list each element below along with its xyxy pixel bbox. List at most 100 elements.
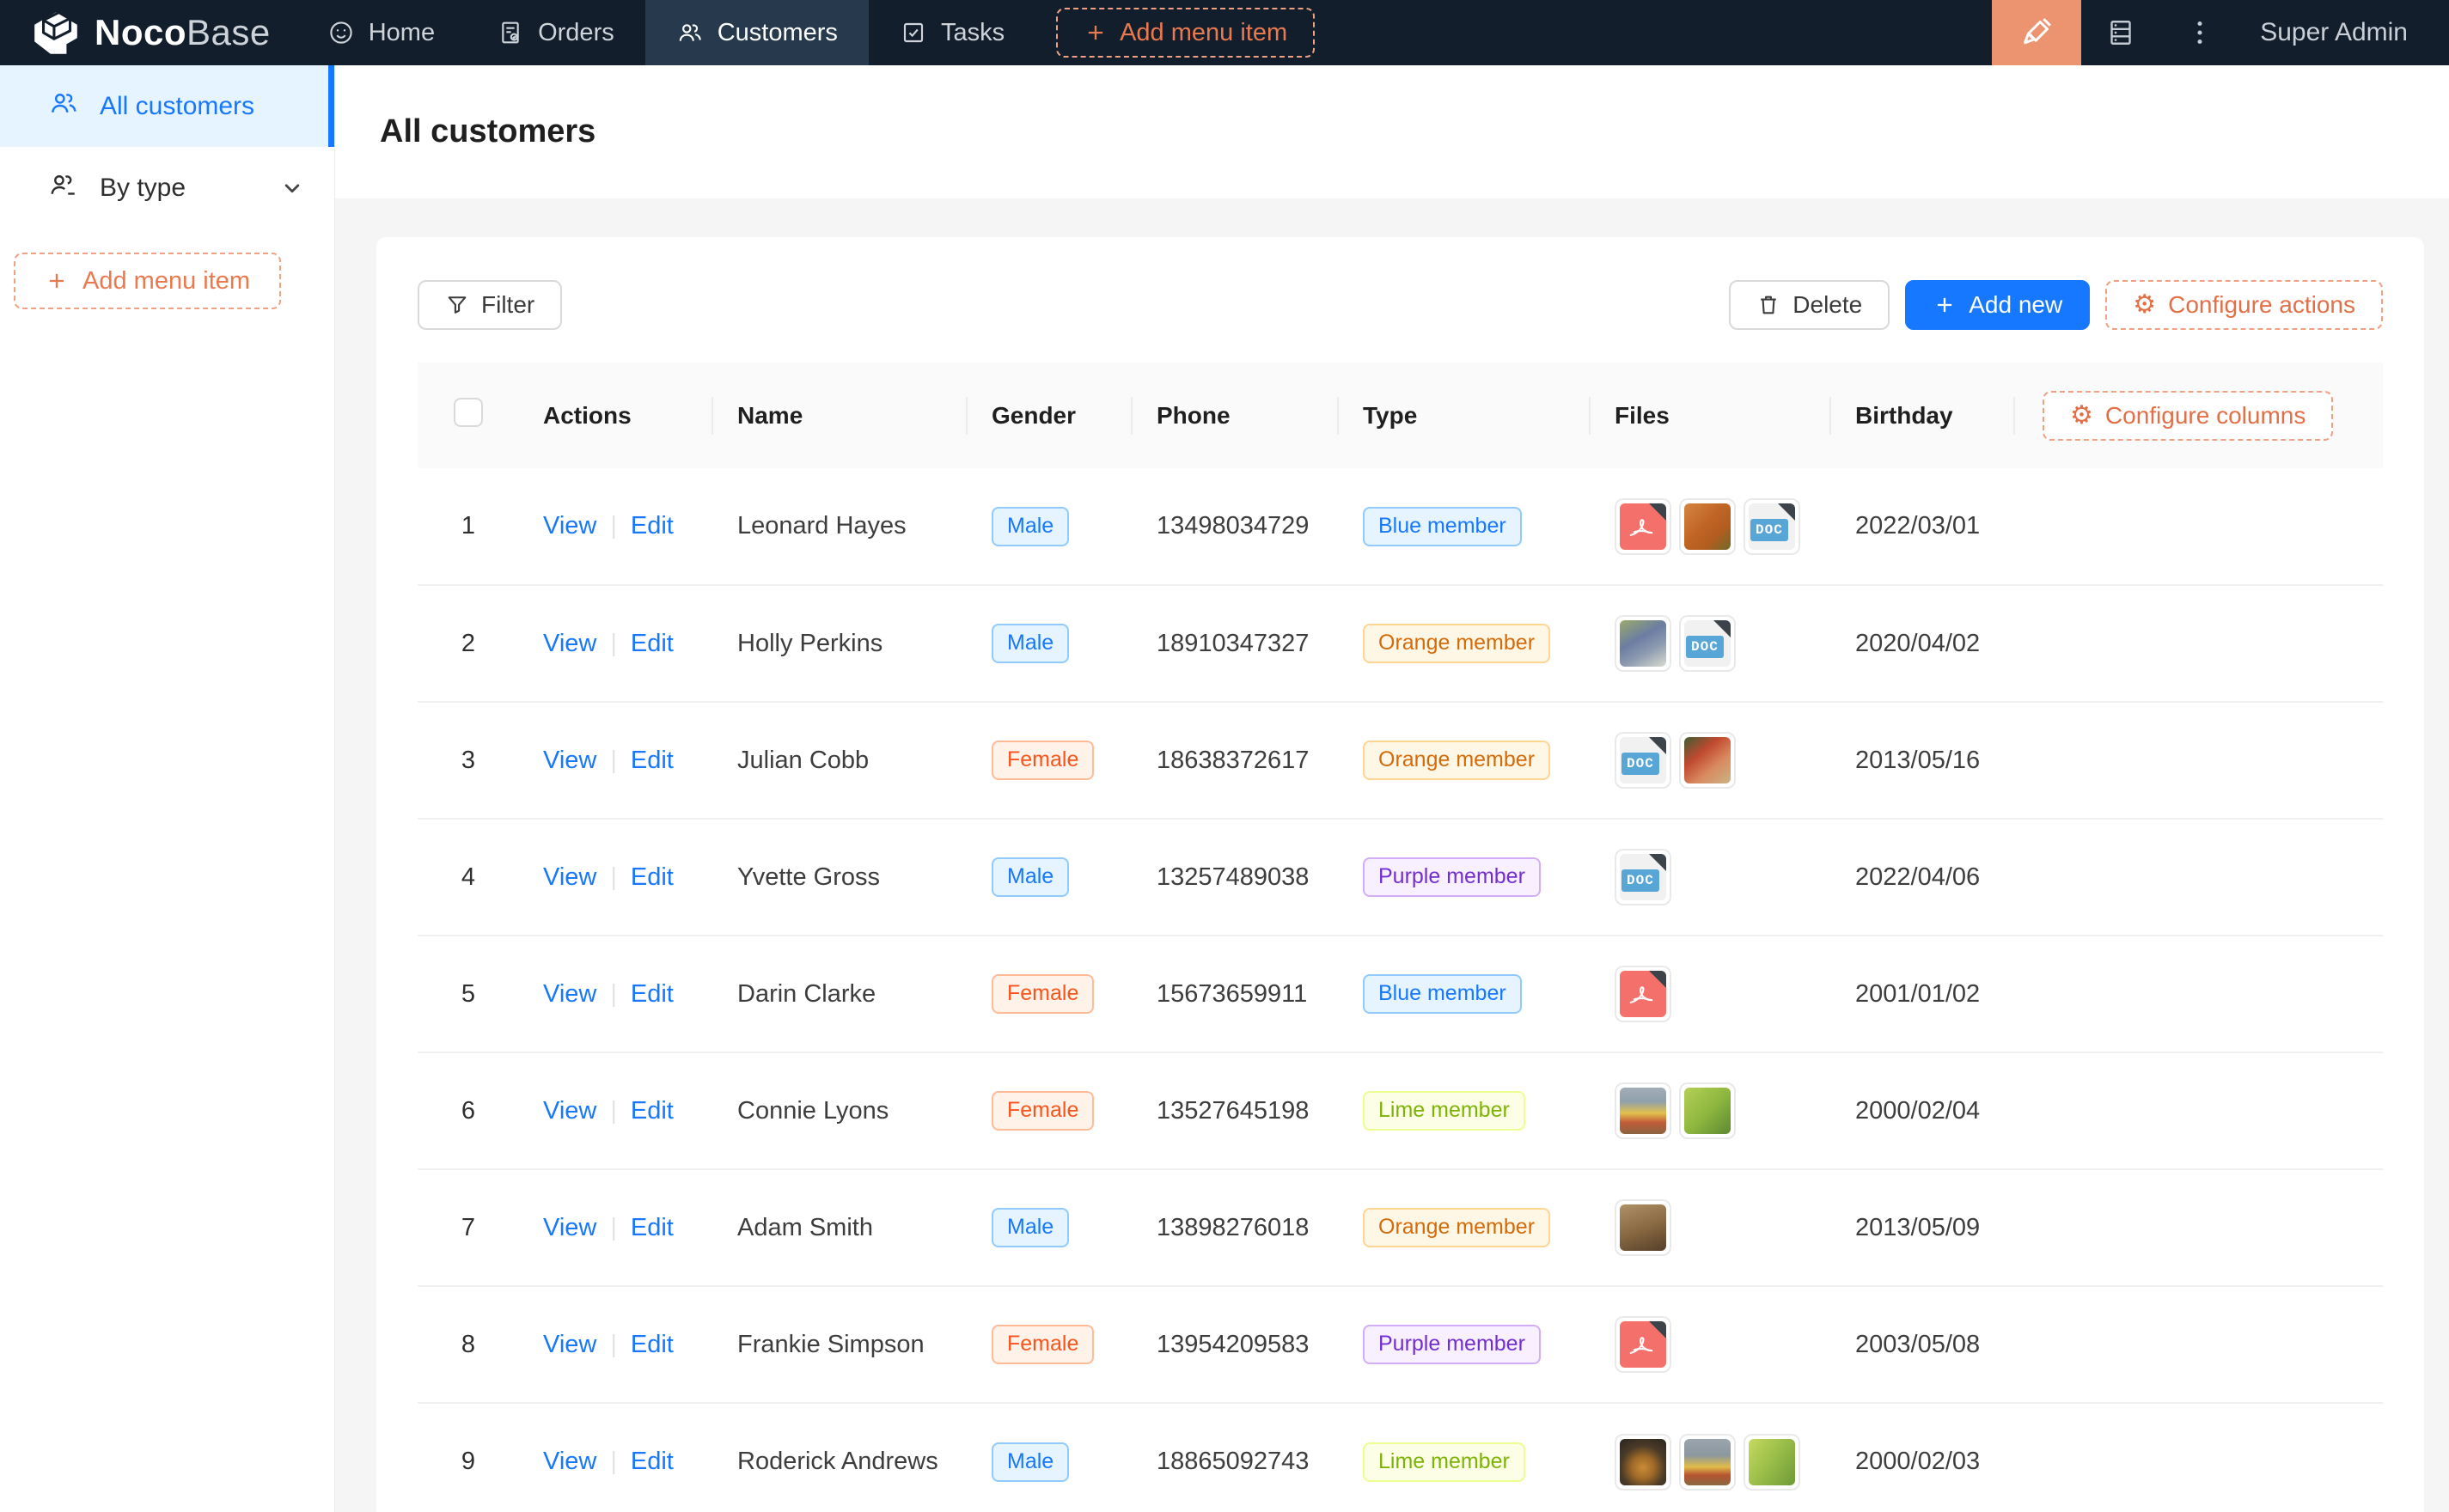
view-link[interactable]: View (543, 1213, 597, 1241)
doc-icon: DOC (1620, 737, 1666, 783)
gender-tag: Male (992, 624, 1070, 663)
phone-cell: 13954209583 (1133, 1285, 1339, 1403)
row-actions-cell: View | Edit (519, 701, 713, 819)
doc-file-chip[interactable]: DOC (1615, 849, 1671, 905)
gear-icon: ⚙ (2133, 290, 2157, 319)
gender-tag: Female (992, 1325, 1095, 1364)
sidebar-item-label: By type (100, 173, 186, 202)
view-link[interactable]: View (543, 629, 597, 657)
delete-button[interactable]: Delete (1729, 280, 1890, 330)
table-row: 8 View | Edit Frankie Simpson Female 139542095… (418, 1285, 2383, 1403)
sidebar-menu: All customers By type (0, 65, 334, 229)
nav-item-orders[interactable]: Orders (466, 0, 645, 65)
pdf-file-chip[interactable] (1615, 1316, 1671, 1373)
phone-cell: 18638372617 (1133, 701, 1339, 819)
doc-icon: DOC (1749, 503, 1795, 550)
image-attachment-thumbnail[interactable] (1679, 497, 1736, 555)
thumbnail-outdoor-people (1620, 620, 1666, 667)
birthday-cell: 2003/05/08 (1831, 1285, 2015, 1403)
sidebar-add-menu-item-button[interactable]: Add menu item (14, 253, 282, 309)
configure-columns-button[interactable]: ⚙ Configure columns (2043, 390, 2334, 441)
navbar-right: Super Admin (1992, 0, 2449, 65)
image-attachment-thumbnail[interactable] (1615, 1433, 1671, 1491)
pdf-icon (1620, 971, 1666, 1017)
image-attachment-thumbnail[interactable] (1615, 615, 1671, 672)
add-new-button[interactable]: Add new (1905, 280, 2091, 330)
toolbar-right: Delete Add new ⚙ Configure actions (1729, 280, 2383, 330)
edit-link[interactable]: Edit (630, 863, 674, 891)
row-index-cell: 4 (418, 818, 519, 936)
view-link[interactable]: View (543, 1448, 597, 1475)
gender-tag: Male (992, 857, 1070, 897)
view-link[interactable]: View (543, 1096, 597, 1125)
doc-file-chip[interactable]: DOC (1744, 497, 1800, 555)
image-attachment-thumbnail[interactable] (1744, 1433, 1800, 1491)
image-attachment-thumbnail[interactable] (1615, 1199, 1671, 1256)
edit-link[interactable]: Edit (630, 512, 674, 540)
edit-link[interactable]: Edit (630, 746, 674, 774)
table-row: 3 View | Edit Julian Cobb Female 18638372617 Or… (418, 701, 2383, 819)
edit-link[interactable]: Edit (630, 979, 674, 1008)
view-link[interactable]: View (543, 1330, 597, 1358)
image-attachment-thumbnail[interactable] (1679, 732, 1736, 789)
type-cell: Purple member (1339, 1285, 1591, 1403)
name-cell: Frankie Simpson (713, 1285, 968, 1403)
link-separator: | (610, 1096, 617, 1125)
birthday-cell: 2022/03/01 (1831, 468, 2015, 585)
nav-item-customers[interactable]: Customers (644, 0, 869, 65)
database-button[interactable] (2081, 0, 2160, 65)
link-separator: | (610, 863, 617, 891)
gender-tag: Female (992, 1091, 1095, 1131)
gender-tag: Male (992, 1442, 1070, 1482)
plus-icon (45, 269, 69, 293)
configure-actions-button[interactable]: ⚙ Configure actions (2105, 280, 2383, 330)
more-menu-button[interactable] (2160, 0, 2239, 65)
doc-badge-label: DOC (1621, 753, 1659, 775)
edit-link[interactable]: Edit (630, 1213, 674, 1241)
row-index-cell: 3 (418, 701, 519, 819)
name-cell: Leonard Hayes (713, 468, 968, 585)
empty-cell (2015, 818, 2383, 936)
nav-item-tasks[interactable]: Tasks (869, 0, 1035, 65)
nav-item-home[interactable]: Home (296, 0, 466, 65)
plus-icon (1084, 21, 1108, 45)
image-attachment-thumbnail[interactable] (1679, 1082, 1736, 1139)
doc-file-chip[interactable]: DOC (1615, 732, 1671, 789)
trash-icon (1756, 293, 1780, 317)
row-index-cell: 5 (418, 935, 519, 1052)
header-select-all-cell (418, 363, 519, 468)
pdf-file-chip[interactable] (1615, 497, 1671, 555)
usergroup-icon (48, 88, 79, 125)
edit-link[interactable]: Edit (630, 629, 674, 657)
view-link[interactable]: View (543, 863, 597, 891)
edit-link[interactable]: Edit (630, 1330, 674, 1358)
table-header-row: Actions Name Gender Phone Type Files Bir… (418, 363, 2383, 468)
sidebar-item-all-customers[interactable]: All customers (0, 65, 334, 147)
sidebar-item-by-type[interactable]: By type (0, 147, 334, 229)
member-type-tag: Orange member (1363, 741, 1551, 780)
birthday-cell: 2020/04/02 (1831, 584, 2015, 702)
edit-link[interactable]: Edit (630, 1096, 674, 1125)
link-separator: | (610, 1330, 617, 1358)
user-menu[interactable]: Super Admin (2260, 18, 2408, 46)
row-actions-cell: View | Edit (519, 1285, 713, 1403)
gender-tag: Male (992, 506, 1070, 546)
phone-cell: 13527645198 (1133, 1052, 1339, 1169)
select-all-checkbox[interactable] (454, 398, 483, 427)
row-actions-cell: View | Edit (519, 1402, 713, 1512)
edit-link[interactable]: Edit (630, 1448, 674, 1475)
view-link[interactable]: View (543, 979, 597, 1008)
nocobase-logo[interactable]: NocoBase (0, 0, 296, 65)
pdf-file-chip[interactable] (1615, 966, 1671, 1022)
main-nav: Home Orders Customers Tasks (296, 0, 1035, 65)
image-attachment-thumbnail[interactable] (1679, 1433, 1736, 1491)
gender-cell: Female (968, 701, 1133, 819)
nav-add-menu-item-button[interactable]: Add menu item (1056, 8, 1316, 58)
doc-file-chip[interactable]: DOC (1679, 615, 1736, 672)
view-link[interactable]: View (543, 512, 597, 540)
files-cell (1591, 935, 1831, 1052)
image-attachment-thumbnail[interactable] (1615, 1082, 1671, 1139)
filter-button[interactable]: Filter (418, 280, 563, 330)
ui-editor-button[interactable] (1992, 0, 2082, 65)
view-link[interactable]: View (543, 746, 597, 774)
